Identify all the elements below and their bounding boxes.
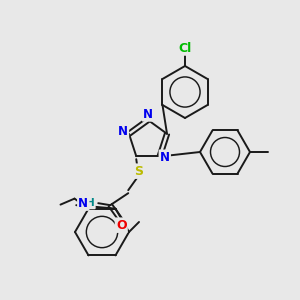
Text: S: S <box>134 165 143 178</box>
Text: N: N <box>160 151 170 164</box>
Text: Cl: Cl <box>178 41 192 55</box>
Text: N: N <box>118 125 128 138</box>
Text: N: N <box>78 197 88 210</box>
Text: H: H <box>86 198 94 208</box>
Text: O: O <box>116 219 127 232</box>
Text: N: N <box>143 107 153 121</box>
